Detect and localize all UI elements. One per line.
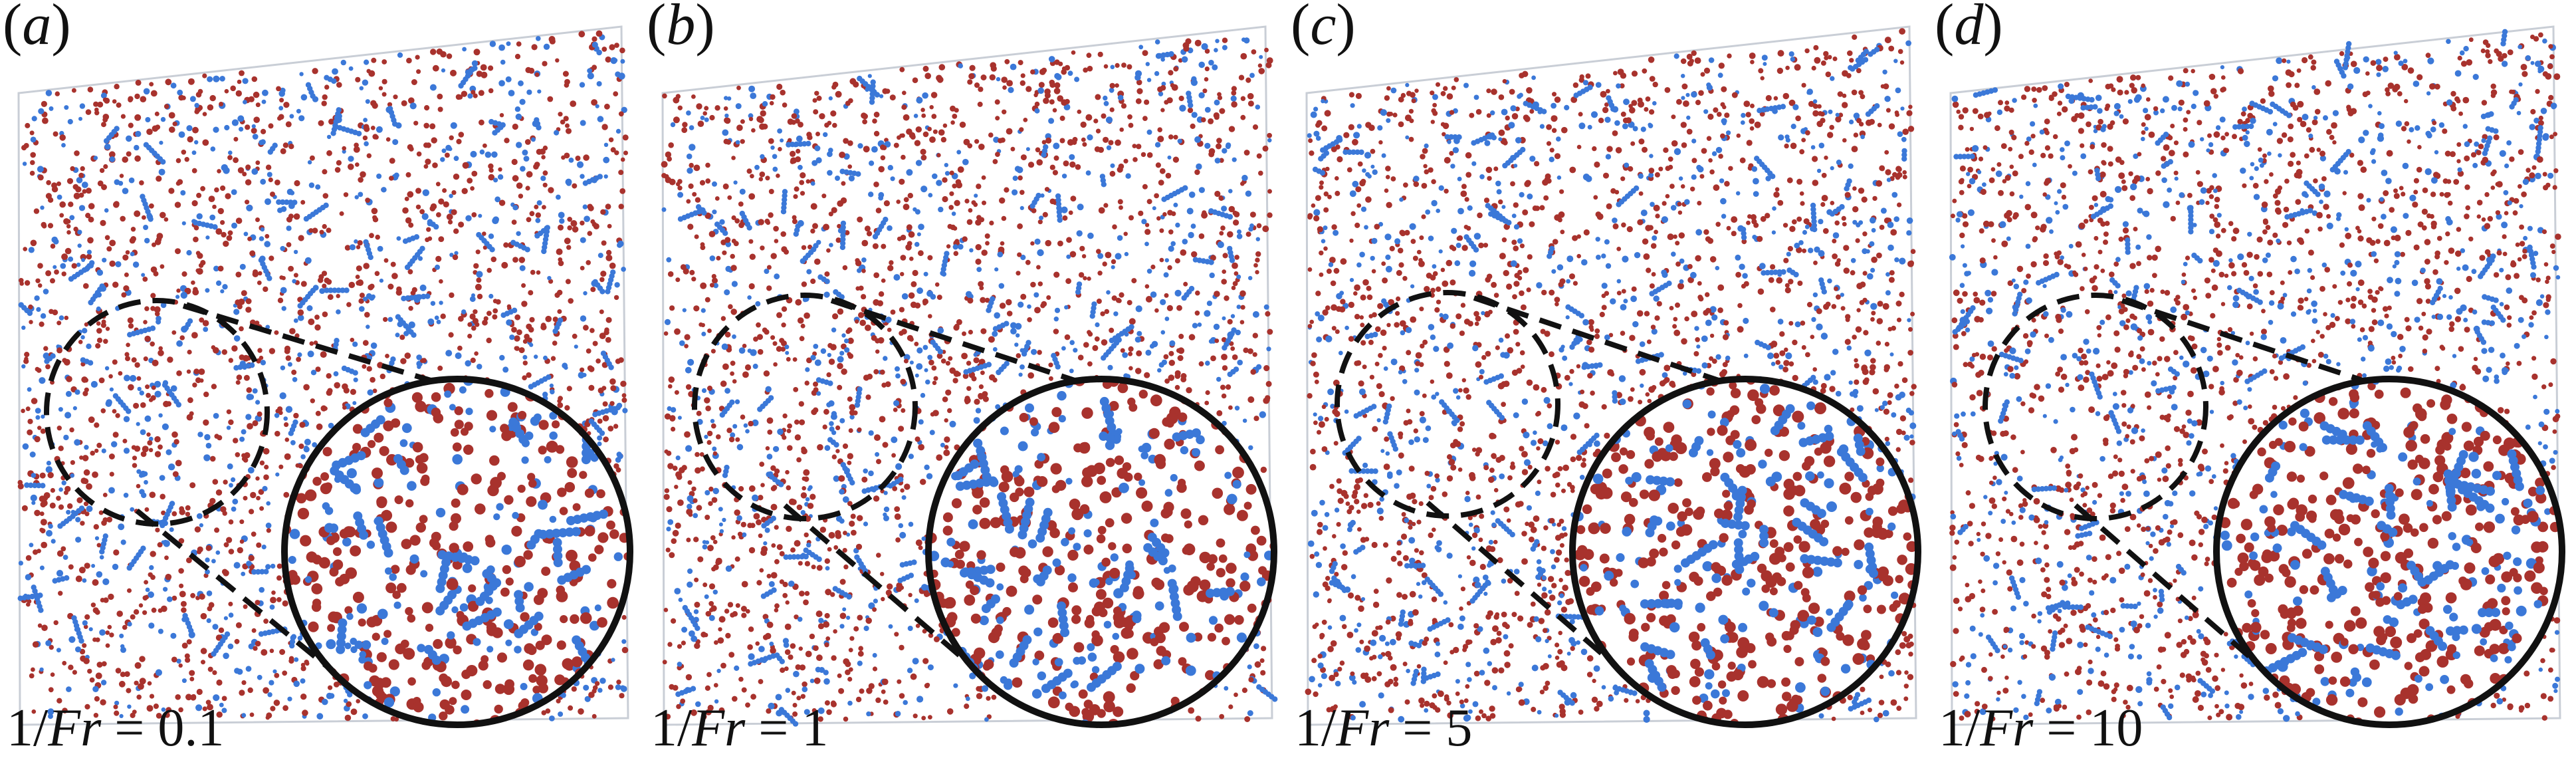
panel-letter: (d) (1935, 0, 2003, 57)
zoom-circle (925, 376, 1277, 728)
particle-field-a (17, 25, 633, 728)
particle-field-d (1949, 25, 2565, 728)
zoom-region-ellipse (692, 293, 918, 521)
particle-field-c (1305, 25, 1921, 728)
panel-letter: (b) (647, 0, 715, 57)
panel-letter: (a) (3, 0, 71, 57)
domain-box (1305, 25, 1917, 726)
zoom-connector (2121, 298, 2364, 383)
zoom-connector (783, 503, 1004, 694)
zoom-circle (1569, 376, 1921, 728)
zoom-circle (2213, 376, 2565, 728)
zoom-connector (2074, 503, 2292, 694)
zoom-region-ellipse (44, 298, 270, 527)
zoom-region-ellipse (1335, 290, 1560, 519)
zoom-circle (281, 376, 633, 728)
parameter-label: 1/Fr = 0.1 (7, 699, 225, 757)
particle-field-b (661, 25, 1278, 728)
domain-box (661, 25, 1273, 726)
zoom-connector (135, 508, 360, 694)
zoom-connector (1426, 500, 1648, 694)
panel-b: (b) 1/Fr = 1 (644, 0, 1288, 772)
panel-d: (d) 1/Fr = 10 (1932, 0, 2576, 772)
panel-c: (c) 1/Fr = 5 (1288, 0, 1932, 772)
panel-letter: (c) (1291, 0, 1356, 57)
panel-a: (a) 1/Fr = 0.1 (0, 0, 644, 772)
zoom-connector (182, 303, 432, 383)
parameter-label: 1/Fr = 5 (1295, 699, 1473, 757)
parameter-label: 1/Fr = 10 (1939, 699, 2143, 757)
zoom-connector (1473, 295, 1720, 383)
zoomed-particles (1575, 382, 1915, 722)
zoom-connector (830, 298, 1076, 383)
domain-box (17, 25, 629, 726)
zoom-region-ellipse (1983, 293, 2208, 521)
parameter-label: 1/Fr = 1 (651, 699, 829, 757)
